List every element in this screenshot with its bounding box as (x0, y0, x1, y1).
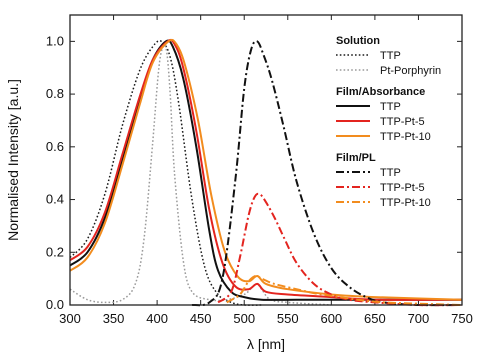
series-line-film-pl-ttp-pt-10 (226, 274, 463, 306)
tick-labels: 300 350 400 450 500 550 600 650 700 750 0.0 0.2 0.4 0… (46, 33, 473, 326)
x-tick-label: 300 (59, 311, 81, 326)
legend-entry: Pt-Porphyrin (380, 65, 441, 77)
x-axis-title: λ [nm] (247, 336, 285, 352)
series-line-film-absorbance-ttp-pt-10 (69, 38, 463, 301)
series-line-film-absorbance-ttp (69, 39, 462, 301)
y-tick-label: 0.8 (46, 86, 64, 101)
legend-entry: TTP (380, 167, 401, 179)
series-line-solution-ttp (69, 40, 262, 306)
legend: SolutionTTPPt-PorphyrinFilm/AbsorbanceTT… (336, 35, 441, 209)
series-line-solution-pt-porphyrin (69, 44, 332, 306)
plot-frame (69, 14, 463, 306)
y-tick-label: 0.4 (46, 192, 64, 207)
x-tick-label: 450 (190, 311, 212, 326)
x-tick-label: 500 (233, 311, 255, 326)
legend-heading: Film/Absorbance (336, 86, 425, 98)
series-line-film-pl-ttp (191, 40, 463, 307)
x-tick-label: 350 (103, 311, 125, 326)
series-line-film-absorbance-ttp-pt-5 (69, 38, 463, 301)
x-tick-label: 400 (146, 311, 168, 326)
legend-entry: TTP (380, 101, 401, 113)
legend-entry: TTP-Pt-5 (380, 182, 425, 194)
y-tick-label: 1.0 (46, 33, 64, 48)
x-tick-label: 600 (320, 311, 342, 326)
y-tick-label: 0.0 (46, 297, 64, 312)
y-tick-label: 0.2 (46, 244, 64, 259)
legend-entry: TTP-Pt-10 (380, 197, 431, 209)
legend-entry: TTP (380, 50, 401, 62)
legend-entry: TTP-Pt-10 (380, 131, 431, 143)
series-line-film-pl-ttp-pt-5 (217, 192, 463, 307)
axis-ticks (69, 15, 463, 306)
x-tick-label: 550 (277, 311, 299, 326)
y-axis-title: Normalised Intensity [a.u.] (5, 79, 21, 241)
series-lines (69, 38, 463, 307)
x-tick-label: 750 (451, 311, 473, 326)
y-tick-label: 0.6 (46, 139, 64, 154)
x-tick-label: 650 (364, 311, 386, 326)
legend-entry: TTP-Pt-5 (380, 116, 425, 128)
x-tick-label: 700 (408, 311, 430, 326)
legend-heading: Film/PL (336, 152, 376, 164)
legend-heading: Solution (336, 35, 380, 47)
